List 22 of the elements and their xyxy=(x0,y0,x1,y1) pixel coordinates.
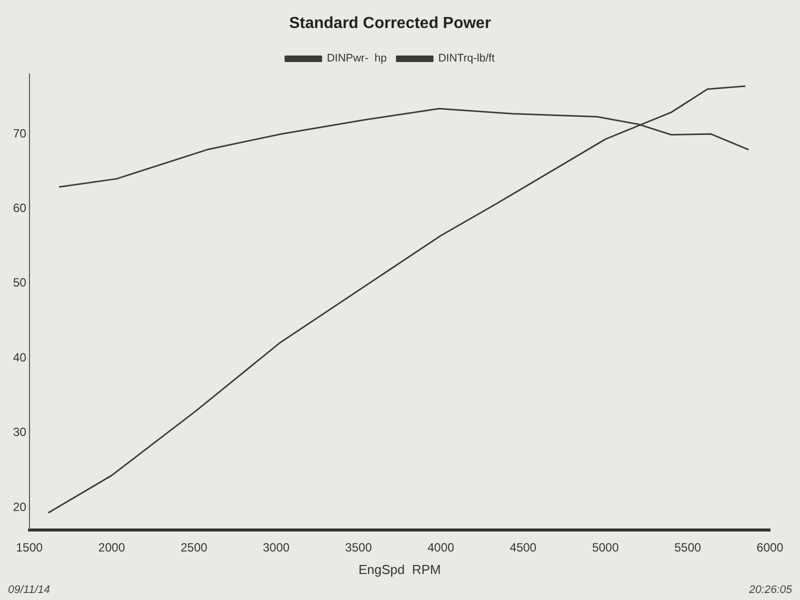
x-tick-label: 1500 xyxy=(16,540,44,555)
x-tick-label: 3500 xyxy=(345,540,372,555)
y-tick-label: 70 xyxy=(12,126,27,140)
x-tick-label: 3000 xyxy=(262,540,290,555)
y-tick-label: 40 xyxy=(12,350,27,364)
x-tick-label: 5000 xyxy=(592,540,620,555)
chart-title: Standard Corrected Power xyxy=(289,15,491,32)
x-tick-label: 4000 xyxy=(427,540,454,555)
x-tick-label: 5500 xyxy=(674,540,702,555)
legend-label: DINPwr- hp xyxy=(326,52,387,65)
y-tick-label: 50 xyxy=(12,276,27,290)
y-tick-label: 20 xyxy=(12,500,27,514)
text: 20:26:05 xyxy=(748,584,793,596)
x-tick-label: 2000 xyxy=(98,540,126,555)
y-tick-label: 60 xyxy=(12,201,27,216)
text: 09/11/14 xyxy=(8,584,50,596)
y-tick-label: 30 xyxy=(12,425,27,440)
x-axis-title: EngSpd RPM xyxy=(358,562,441,577)
x-tick-label: 2500 xyxy=(180,540,208,555)
x-tick-label: 4500 xyxy=(510,540,537,555)
legend-label: DINTrq-lb/ft xyxy=(438,52,495,65)
x-tick-label: 6000 xyxy=(756,540,784,555)
